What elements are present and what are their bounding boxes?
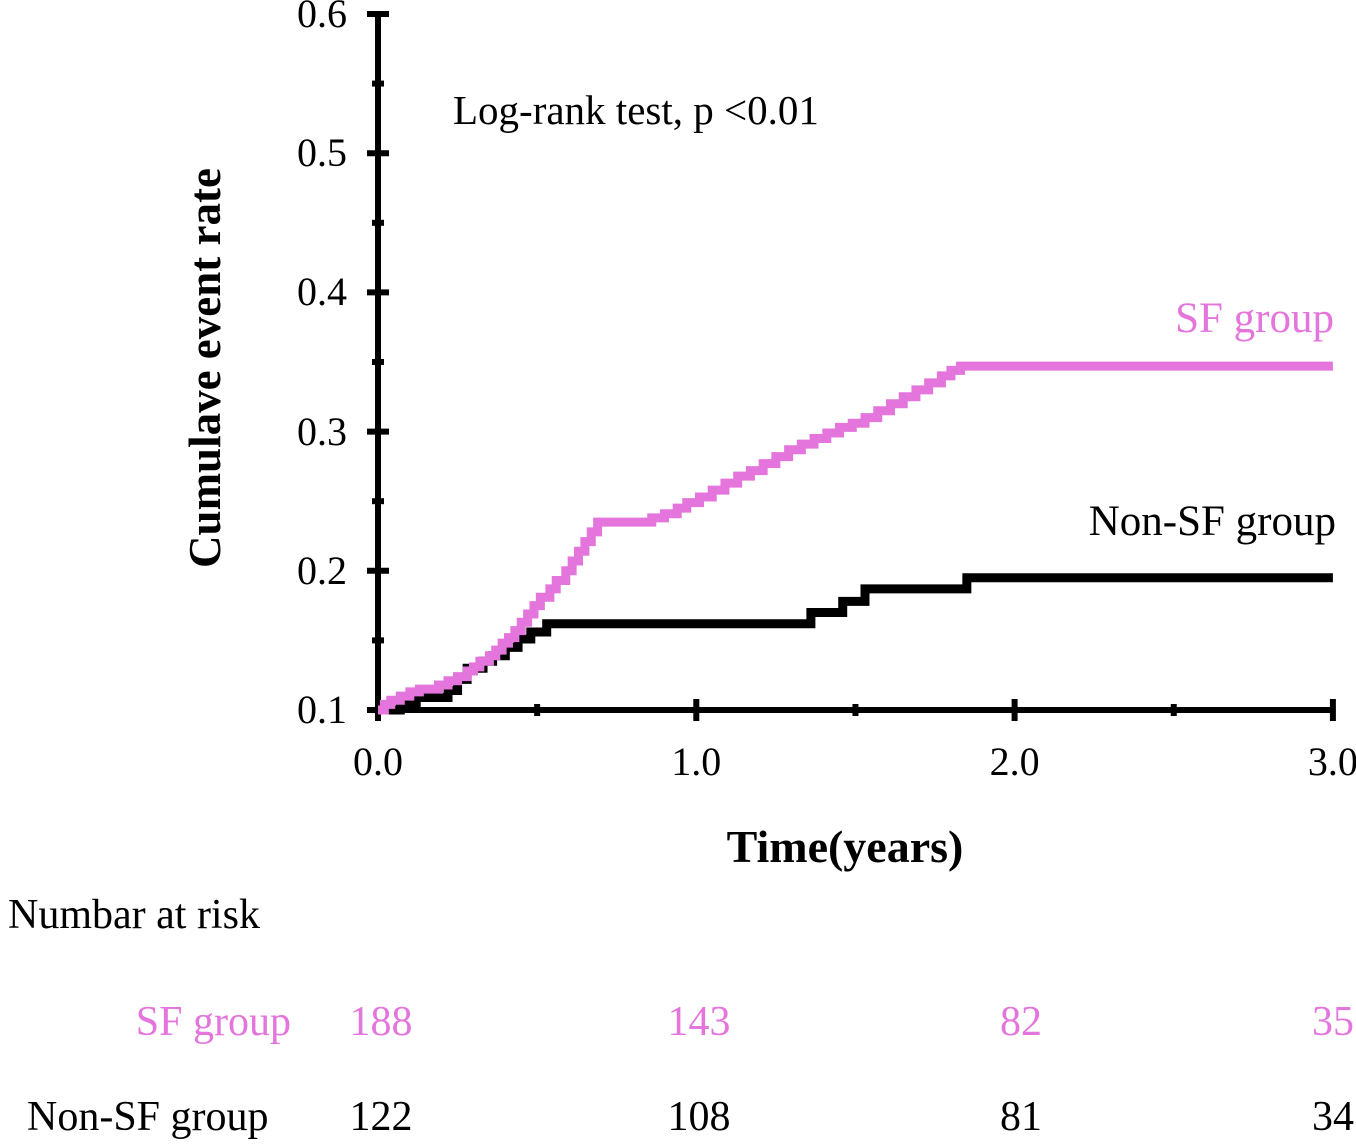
risk-count-non-sf-t0: 122 [349,1094,413,1140]
x-tick-label-3.0: 3.0 [1307,739,1356,784]
risk-row-label-non-sf: Non-SF group [27,1094,269,1140]
risk-count-sf-t1: 143 [667,999,731,1045]
y-tick-label-0.6: 0.6 [297,0,347,36]
y-tick-label-0.5: 0.5 [297,130,347,176]
risk-row-label-sf: SF group [135,999,291,1045]
y-axis-title: Cumulave event rate [180,168,230,568]
x-tick-label-2.0: 2.0 [989,739,1040,784]
sf-step-curve [378,361,1333,715]
logrank-annotation: Log-rank test, p <0.01 [453,87,819,133]
survival-chart-canvas [367,11,1336,721]
x-axis-title: Time(years) [726,821,964,872]
y-tick-label-0.2: 0.2 [297,547,347,593]
risk-count-sf-t2: 82 [1000,999,1042,1045]
number-at-risk-header: Numbar at risk [8,892,260,938]
risk-count-sf-t0: 188 [349,999,413,1045]
risk-count-non-sf-t2: 81 [1000,1094,1042,1140]
risk-count-non-sf-t3: 34 [1312,1094,1354,1140]
risk-count-sf-t3: 35 [1312,999,1354,1045]
non-sf-group-curve-label: Non-SF group [1088,498,1336,545]
non-sf-step-curve [378,573,1333,715]
risk-count-non-sf-t1: 108 [667,1094,731,1140]
y-tick-label-0.3: 0.3 [297,408,347,454]
x-tick-label-0.0: 0.0 [353,739,403,784]
sf-group-curve-label: SF group [1175,295,1334,342]
x-tick-label-1.0: 1.0 [671,739,722,784]
y-tick-label-0.1: 0.1 [297,687,347,732]
y-tick-label-0.4: 0.4 [297,269,347,315]
